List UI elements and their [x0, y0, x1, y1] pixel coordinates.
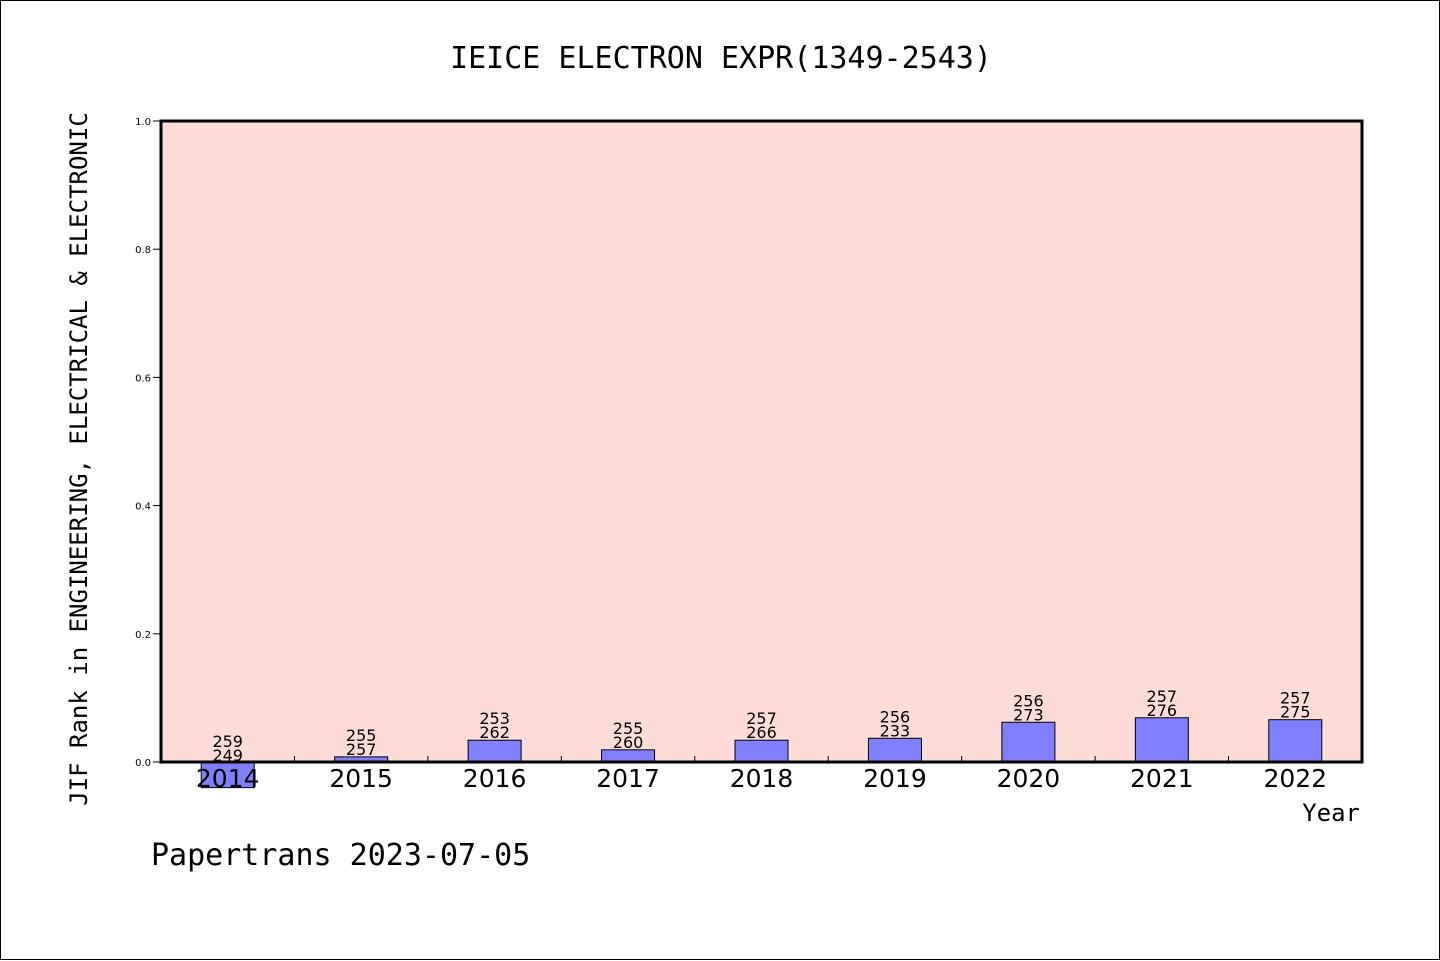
- y-axis-ticks: 0.0 0.2 0.4 0.6 0.8 1.0: [135, 117, 161, 769]
- bar-2016: [467, 739, 522, 763]
- bar-label-bottom: 260: [613, 733, 644, 752]
- bar-label-bottom: 249: [212, 746, 243, 765]
- x-tick-label: 2018: [730, 764, 794, 793]
- bar-label-bottom: 275: [1280, 703, 1311, 722]
- bar-2019: [867, 737, 922, 763]
- bar-label-bottom: 257: [346, 740, 377, 759]
- bar-label-top: 255: [346, 726, 377, 745]
- x-axis-label: Year: [1302, 799, 1360, 827]
- x-tick-label: 2019: [863, 764, 927, 793]
- bar-2022: [1268, 719, 1323, 763]
- y-tick-label: 0.0: [135, 758, 151, 769]
- bar-label-top: 255: [613, 719, 644, 738]
- x-tick-label: 2020: [997, 764, 1061, 793]
- bar-label-top: 256: [880, 707, 911, 726]
- bar-label-top: 256: [1013, 691, 1044, 710]
- bar-label-bottom: 262: [479, 723, 510, 742]
- bar-label-top: 257: [746, 709, 777, 728]
- bar-label-top: 253: [479, 709, 510, 728]
- bar-label-top: 257: [1147, 687, 1178, 706]
- plot-frame: [159, 119, 1364, 764]
- chart-title: IEICE ELECTRON EXPR(1349-2543): [450, 41, 992, 76]
- x-tick-label: 2017: [596, 764, 660, 793]
- x-tick-label: 2022: [1263, 764, 1327, 793]
- bar-label-bottom: 273: [1013, 705, 1044, 724]
- x-tick-label: 2014: [196, 764, 260, 793]
- plot-background: [161, 121, 1362, 762]
- y-tick-label: 1.0: [135, 117, 151, 128]
- y-axis-label: JIF Rank in ENGINEERING, ELECTRICAL & EL…: [65, 112, 93, 806]
- bar-label-bottom: 233: [880, 721, 911, 740]
- bar-2020: [1001, 721, 1056, 763]
- y-tick-label: 0.2: [135, 630, 151, 641]
- footer-credit: Papertrans 2023-07-05: [151, 838, 530, 873]
- x-tick-label: 2021: [1130, 764, 1194, 793]
- bar-label-top: 259: [212, 732, 243, 751]
- bar-2021: [1134, 717, 1189, 763]
- x-tick-label: 2015: [329, 764, 393, 793]
- y-tick-label: 0.8: [135, 245, 151, 256]
- bars-group: [200, 717, 1323, 789]
- x-tick-label: 2016: [463, 764, 527, 793]
- bar-label-top: 257: [1280, 689, 1311, 708]
- y-tick-label: 0.4: [135, 502, 151, 513]
- bar-2018: [734, 739, 789, 763]
- x-axis-ticks: 2014 2015 2016 2017 2018 2019 2020 2021 2022: [196, 756, 1327, 793]
- bar-2014: [200, 761, 255, 789]
- bar-label-bottom: 276: [1147, 701, 1178, 720]
- y-tick-label: 0.6: [135, 373, 151, 384]
- bar-label-bottom: 266: [746, 723, 777, 742]
